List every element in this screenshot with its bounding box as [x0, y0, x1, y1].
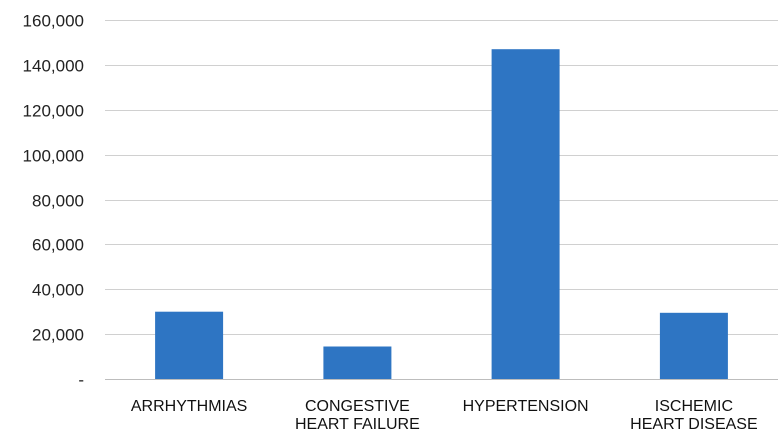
y-tick-label: 160,000	[23, 12, 84, 31]
y-tick-label: 80,000	[32, 192, 84, 211]
y-tick-label: 40,000	[32, 281, 84, 300]
x-axis-category-labels: ARRHYTHMIAS CONGESTIVE HEART FAILURE HYPERT…	[131, 398, 758, 432]
y-axis-tick-labels: - 20,000 40,000 60,000 80,000 100,000 120,000 1…	[23, 12, 84, 390]
y-tick-label: 60,000	[32, 236, 84, 255]
y-tick-label: 100,000	[23, 147, 84, 166]
y-tick-label: -	[78, 371, 84, 390]
bar	[323, 346, 392, 379]
bar	[491, 49, 560, 379]
x-category-label: ARRHYTHMIAS	[131, 398, 247, 415]
x-category-label: HYPERTENSION	[463, 398, 589, 415]
gridlines	[105, 20, 778, 380]
y-tick-label: 140,000	[23, 57, 84, 76]
bar	[155, 311, 224, 379]
x-category-label: CONGESTIVE HEART FAILURE	[295, 398, 420, 432]
bars	[155, 49, 728, 379]
x-category-label: ISCHEMIC HEART DISEASE	[630, 398, 757, 432]
y-tick-label: 20,000	[32, 326, 84, 345]
y-tick-label: 120,000	[23, 102, 84, 121]
bar	[659, 312, 728, 379]
